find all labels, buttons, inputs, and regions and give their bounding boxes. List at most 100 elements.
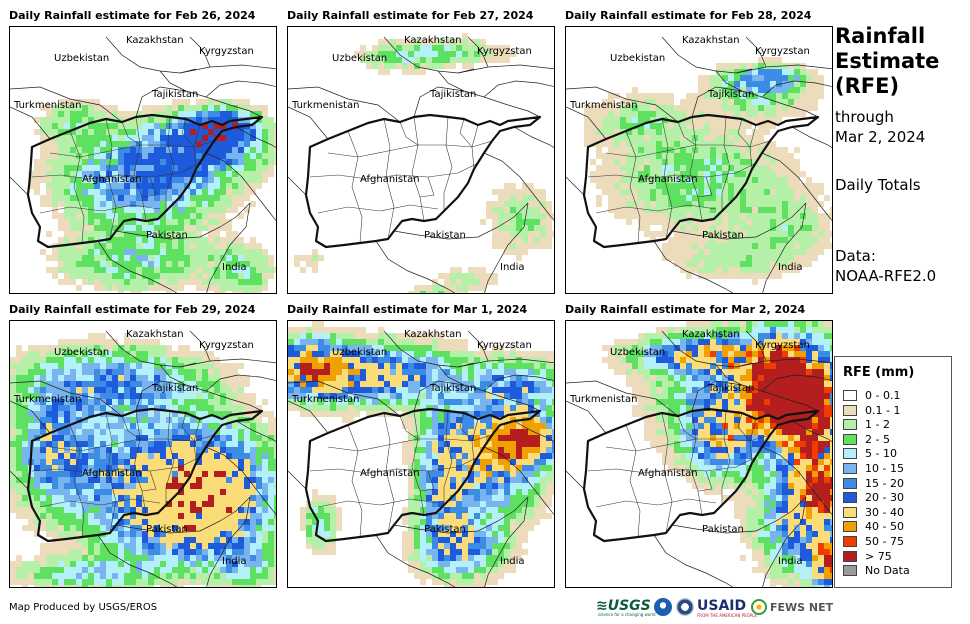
legend-label: 0 - 0.1 [865, 389, 901, 402]
country-label-afghanistan: Afghanistan [638, 468, 698, 479]
panel-title-3: Daily Rainfall estimate for Feb 28, 2024 [565, 9, 812, 22]
fews-net-logo: FEWS NET [770, 601, 834, 614]
noaa-logo-icon [654, 598, 672, 616]
rainfall-map: Uzbekistan Kazakhstan Kyrgyzstan Tajikistan… [10, 329, 276, 587]
country-label-tajikistan: Tajikistan [429, 89, 476, 100]
legend-swatch [843, 521, 857, 533]
map-panel-5: Uzbekistan Kazakhstan Kyrgyzstan Tajikistan… [287, 320, 555, 588]
legend-swatch [843, 565, 857, 577]
legend-swatch [843, 536, 857, 547]
panel-title-5: Daily Rainfall estimate for Mar 1, 2024 [287, 303, 528, 316]
country-label-afghanistan: Afghanistan [360, 174, 420, 185]
country-label-tajikistan: Tajikistan [151, 383, 198, 394]
legend-label: 40 - 50 [865, 520, 904, 534]
country-label-turkmenistan: Turkmenistan [569, 100, 637, 111]
legend-label: 10 - 15 [865, 462, 904, 475]
legend-swatch [843, 448, 857, 460]
data-source-block: Data: NOAA-RFE2.0 [835, 246, 936, 286]
country-label-india: India [778, 556, 803, 567]
country-label-kazakhstan: Kazakhstan [682, 329, 740, 340]
legend-label: 2 - 5 [865, 432, 890, 446]
rainfall-map: Uzbekistan Kazakhstan Kyrgyzstan Tajikistan… [566, 321, 832, 587]
country-label-pakistan: Pakistan [146, 230, 188, 241]
country-label-pakistan: Pakistan [702, 230, 744, 241]
usaid-logo: USAID [697, 598, 747, 614]
usaid-tagline: FROM THE AMERICAN PEOPLE [697, 613, 757, 618]
legend-label: No Data [865, 564, 910, 578]
country-label-kyrgyzstan: Kyrgyzstan [477, 340, 532, 351]
country-label-tajikistan: Tajikistan [429, 383, 476, 394]
country-label-pakistan: Pakistan [702, 524, 744, 535]
country-label-kazakhstan: Kazakhstan [126, 35, 184, 46]
country-label-kyrgyzstan: Kyrgyzstan [755, 340, 810, 351]
legend-title: RFE (mm) [843, 365, 915, 380]
globe-icon [751, 599, 767, 615]
country-label-kazakhstan: Kazakhstan [682, 35, 740, 46]
legend-swatch [843, 390, 857, 401]
country-label-uzbekistan: Uzbekistan [610, 347, 665, 358]
country-label-kyrgyzstan: Kyrgyzstan [477, 46, 532, 57]
through-date: Mar 2, 2024 [835, 128, 926, 146]
country-label-india: India [500, 556, 525, 567]
country-label-turkmenistan: Turkmenistan [13, 394, 81, 405]
legend-label: 5 - 10 [865, 447, 897, 461]
legend-swatch [843, 463, 857, 474]
country-label-afghanistan: Afghanistan [82, 468, 142, 479]
panel-title-2: Daily Rainfall estimate for Feb 27, 2024 [287, 9, 534, 22]
data-label: Data: [835, 247, 876, 265]
panel-title-6: Daily Rainfall estimate for Mar 2, 2024 [565, 303, 806, 316]
country-label-turkmenistan: Turkmenistan [291, 100, 359, 111]
country-label-tajikistan: Tajikistan [707, 383, 754, 394]
legend-swatch [843, 404, 857, 416]
legend-label: 0.1 - 1 [865, 403, 901, 417]
data-source: NOAA-RFE2.0 [835, 267, 937, 285]
panel-title-4: Daily Rainfall estimate for Feb 29, 2024 [9, 303, 256, 316]
country-label-kazakhstan: Kazakhstan [404, 329, 462, 340]
main-title-line-3: (RFE) [835, 74, 900, 98]
country-label-kyrgyzstan: Kyrgyzstan [199, 46, 254, 57]
country-label-kyrgyzstan: Kyrgyzstan [199, 340, 254, 351]
main-title-line-2: Estimate [835, 49, 940, 73]
country-label-afghanistan: Afghanistan [360, 468, 420, 479]
country-label-pakistan: Pakistan [146, 524, 188, 535]
main-title-line-1: Rainfall [835, 24, 926, 48]
country-label-uzbekistan: Uzbekistan [332, 53, 387, 64]
legend-swatch [843, 477, 857, 489]
daily-totals-label: Daily Totals [835, 176, 921, 194]
legend-label: 20 - 30 [865, 491, 904, 505]
rainfall-map: Uzbekistan Kazakhstan Kyrgyzstan Tajikistan… [566, 35, 832, 293]
map-panel-2: Uzbekistan Kazakhstan Kyrgyzstan Tajikistan… [287, 26, 555, 294]
country-label-afghanistan: Afghanistan [638, 174, 698, 185]
legend-swatch [843, 550, 857, 562]
legend-swatch [843, 419, 857, 431]
country-label-uzbekistan: Uzbekistan [610, 53, 665, 64]
country-label-turkmenistan: Turkmenistan [569, 394, 637, 405]
country-label-kazakhstan: Kazakhstan [404, 35, 462, 46]
legend-label: 1 - 2 [865, 418, 890, 432]
map-credit: Map Produced by USGS/EROS [9, 602, 158, 613]
country-label-kyrgyzstan: Kyrgyzstan [755, 46, 810, 57]
through-label: through [835, 108, 894, 126]
usgs-tagline: science for a changing world [598, 612, 656, 617]
legend-swatch [843, 506, 857, 518]
legend-swatch [843, 433, 857, 445]
country-label-uzbekistan: Uzbekistan [54, 53, 109, 64]
legend-label: > 75 [865, 549, 892, 563]
country-label-uzbekistan: Uzbekistan [332, 347, 387, 358]
country-label-pakistan: Pakistan [424, 524, 466, 535]
seal-logo-icon [676, 598, 694, 616]
country-label-india: India [222, 556, 247, 567]
country-label-india: India [500, 262, 525, 273]
country-label-afghanistan: Afghanistan [82, 174, 142, 185]
usgs-logo: ≋USGS [596, 598, 651, 614]
legend-swatch [843, 492, 857, 504]
country-label-tajikistan: Tajikistan [707, 89, 754, 100]
legend-label: 15 - 20 [865, 476, 904, 490]
country-label-tajikistan: Tajikistan [151, 89, 198, 100]
country-label-turkmenistan: Turkmenistan [291, 394, 359, 405]
legend-label: 30 - 40 [865, 505, 904, 519]
country-label-uzbekistan: Uzbekistan [54, 347, 109, 358]
map-panel-6: Uzbekistan Kazakhstan Kyrgyzstan Tajikistan… [565, 320, 833, 588]
country-label-kazakhstan: Kazakhstan [126, 329, 184, 340]
rainfall-map: Uzbekistan Kazakhstan Kyrgyzstan Tajikistan… [288, 33, 554, 293]
